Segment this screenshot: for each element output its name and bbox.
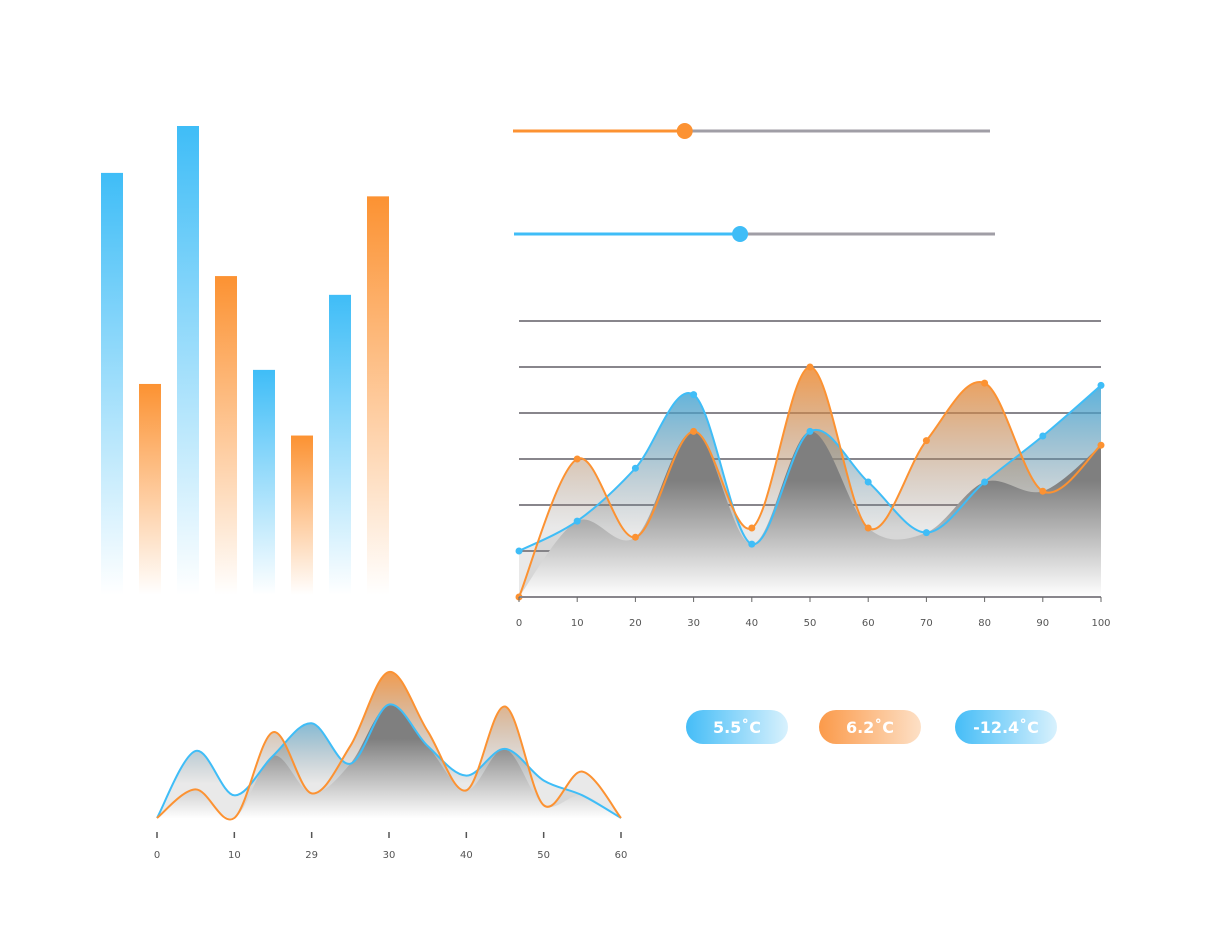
x-tick-label: 0 — [154, 850, 160, 861]
temperature-pill-2: 6.2˚C — [819, 710, 921, 744]
bar-4 — [215, 276, 237, 595]
x-tick-label: 29 — [305, 850, 318, 861]
x-tick-label: 80 — [978, 618, 991, 629]
main-chart-point-blue-20 — [631, 464, 639, 472]
bottom-chart-line-blue — [156, 703, 622, 819]
x-tick-label: 50 — [804, 618, 817, 629]
bar-6 — [291, 435, 313, 595]
main-chart-overlap-area — [519, 431, 1101, 597]
main-chart-point-orange-80 — [981, 379, 989, 387]
main-chart-point-orange-10 — [573, 455, 581, 463]
main-chart-point-orange-60 — [864, 524, 872, 532]
x-tick-label: 30 — [383, 850, 396, 861]
x-tick-label: 60 — [862, 618, 875, 629]
slider-handle[interactable] — [676, 123, 693, 139]
main-chart-point-blue-30 — [690, 391, 698, 399]
x-tick-label: 10 — [571, 618, 584, 629]
bottom-chart-overlap-area — [157, 704, 621, 819]
x-tick-label: 30 — [687, 618, 700, 629]
x-tick-label: 90 — [1036, 618, 1049, 629]
main-chart-point-blue-0 — [515, 547, 523, 555]
x-tick-label: 20 — [629, 618, 642, 629]
x-tick-label: 10 — [228, 850, 241, 861]
main-chart-point-orange-40 — [748, 524, 756, 532]
main-chart-line-orange — [518, 365, 1102, 598]
bottom-chart-line-orange — [156, 670, 622, 821]
main-chart-point-blue-90 — [1039, 432, 1047, 440]
main-chart-point-orange-20 — [631, 533, 639, 541]
slider-handle[interactable] — [732, 226, 749, 242]
bar-1 — [101, 172, 123, 595]
x-tick-label: 100 — [1091, 618, 1110, 629]
main-chart-point-orange-100 — [1097, 441, 1105, 449]
temperature-pill-3: -12.4˚C — [955, 710, 1057, 744]
main-chart-point-blue-40 — [748, 540, 756, 548]
bar-7 — [329, 294, 351, 595]
main-chart-point-blue-70 — [922, 529, 930, 537]
x-tick-label: 60 — [615, 850, 628, 861]
main-chart-point-orange-70 — [922, 437, 930, 445]
bar-2 — [139, 383, 161, 595]
main-chart-point-orange-50 — [806, 363, 814, 371]
main-chart-point-blue-100 — [1097, 381, 1105, 389]
bar-3 — [177, 126, 199, 595]
main-chart-point-orange-90 — [1039, 487, 1047, 495]
x-tick-label: 70 — [920, 618, 933, 629]
x-tick-label: 40 — [745, 618, 758, 629]
main-chart-point-blue-80 — [981, 478, 989, 486]
x-tick-label: 0 — [516, 618, 522, 629]
main-chart-point-blue-10 — [573, 517, 581, 525]
temperature-pill-1: 5.5˚C — [686, 710, 788, 744]
main-chart-point-blue-50 — [806, 427, 814, 435]
main-chart-point-orange-30 — [690, 427, 698, 435]
bar-8 — [367, 196, 389, 595]
bar-5 — [253, 369, 275, 595]
main-chart-point-blue-60 — [864, 478, 872, 486]
x-tick-label: 50 — [537, 850, 550, 861]
x-tick-label: 40 — [460, 850, 473, 861]
